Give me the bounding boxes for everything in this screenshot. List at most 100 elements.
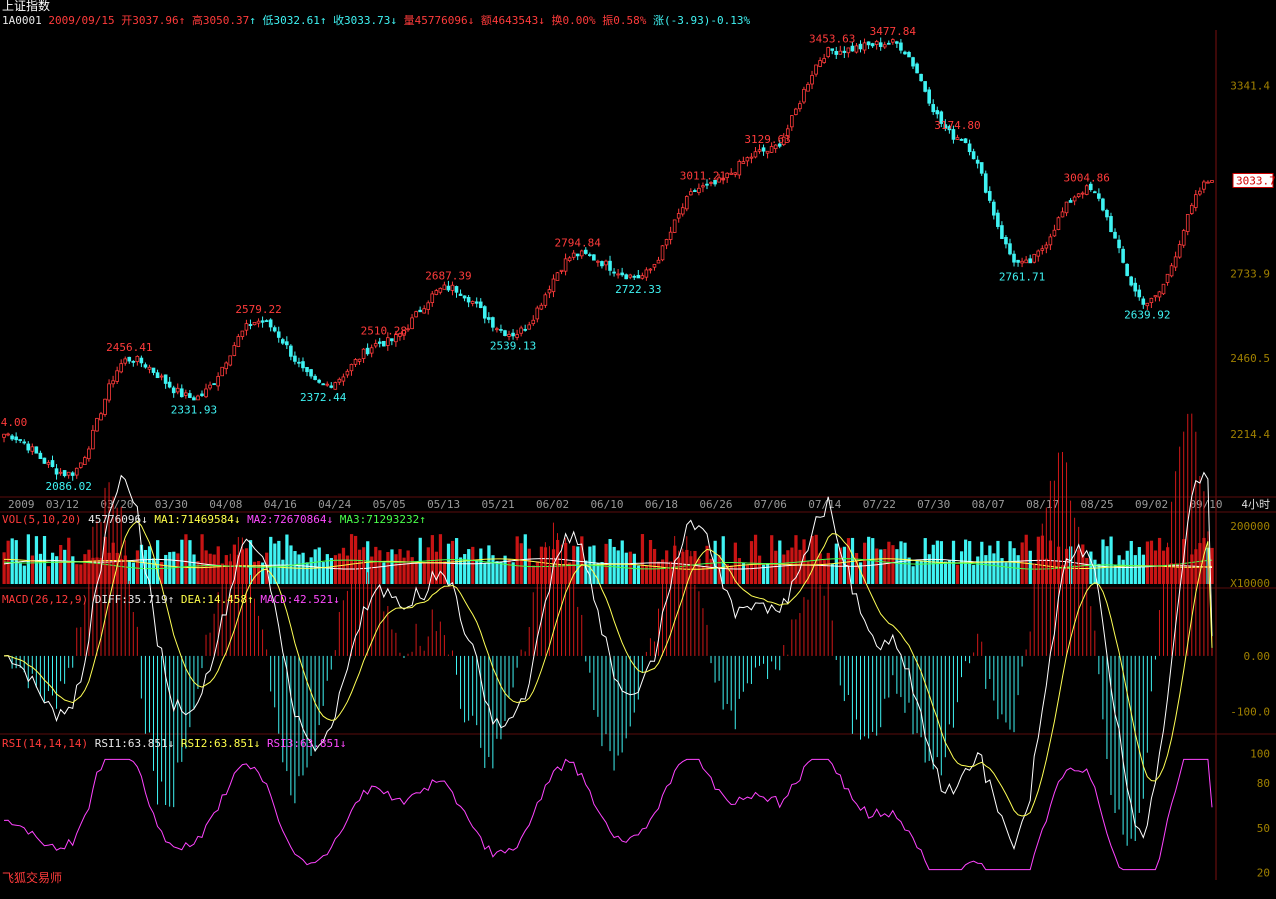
candle-body [349, 364, 354, 372]
volume-bar [281, 559, 285, 584]
volume-bar [321, 562, 325, 584]
candle-body [951, 129, 956, 140]
candle-body [781, 136, 786, 145]
macd-y-tick: 0.00 [1244, 650, 1271, 663]
candle-body [91, 429, 95, 450]
x-axis-tick: 04/08 [209, 498, 242, 511]
volume-bar [640, 534, 645, 584]
candle-body [14, 436, 18, 441]
candle-body [947, 126, 952, 131]
candle-body [709, 182, 713, 184]
candle-body [854, 45, 859, 53]
volume-bar [442, 561, 447, 584]
x-axis-tick: 05/13 [427, 498, 460, 511]
volume-bar [285, 534, 289, 584]
volume-bar [1210, 547, 1214, 584]
candle-body [325, 383, 330, 386]
rsi-y-tick: 80 [1257, 777, 1270, 790]
volume-bar [830, 564, 834, 584]
candle-body [353, 359, 358, 365]
candle-body [737, 161, 742, 176]
candle-body [571, 252, 576, 258]
volume-bar [927, 554, 931, 584]
candle-body [919, 73, 923, 82]
candle-body [422, 308, 426, 314]
candle-body [850, 45, 855, 52]
volume-bar [422, 562, 426, 584]
candle-body [1084, 185, 1089, 195]
vol-unit-label: X10000 [1230, 577, 1270, 590]
quote-high: 高3050.37 [191, 14, 250, 27]
volume-bar [992, 553, 996, 584]
candle-body [252, 322, 257, 326]
volume-bar [1153, 550, 1158, 584]
candle-body [1052, 229, 1057, 237]
candle-body [119, 363, 123, 373]
volume-bar [854, 553, 859, 584]
candle-body [1194, 194, 1198, 208]
candle-body [442, 284, 447, 290]
x-axis-tick: 09/10 [1189, 498, 1222, 511]
volume-bar [976, 556, 980, 584]
candle-body [208, 384, 212, 389]
volume-bar [467, 549, 471, 584]
x-axis-tick: 04/16 [264, 498, 297, 511]
candle-body [10, 435, 14, 440]
rsi-header: RSI(14,14,14) RSI1:63.851↓ RSI2:63.851↓ … [2, 737, 346, 750]
candle-body [341, 376, 346, 382]
vol-header: VOL(5,10,20) 45776096↓ MA1:71469584↓ MA2… [2, 513, 426, 526]
volume-bar [891, 545, 895, 584]
vol-ma2-line [4, 558, 1213, 570]
volume-bar [568, 562, 572, 584]
candle-body [1028, 258, 1032, 264]
candle-body [1093, 191, 1097, 194]
volume-bar [1000, 558, 1004, 584]
rsi-label: RSI(14,14,14) [2, 737, 89, 750]
candle-body [632, 275, 637, 278]
price-y-tick: 3341.4 [1230, 79, 1270, 92]
candle-body [729, 172, 734, 175]
candle-body [567, 257, 572, 262]
candle-body [1056, 217, 1061, 230]
vol-ma3: MA3:71293232↑ [339, 513, 426, 526]
candle-body [394, 334, 398, 343]
volume-bar [875, 548, 879, 584]
candle-body [701, 185, 705, 188]
volume-bar [519, 543, 523, 584]
candle-body [470, 301, 475, 304]
price-annotation: 2214.00 [0, 416, 27, 429]
candle-body [123, 358, 128, 364]
volume-bar [224, 555, 228, 584]
candle-body [721, 177, 725, 181]
candle-body [987, 191, 992, 201]
volume-bar [834, 543, 838, 584]
candle-body [482, 306, 487, 319]
candle-body [543, 294, 548, 306]
volume-bar [749, 541, 754, 584]
volume-bar [531, 565, 535, 584]
quote-open: 开3037.96 [121, 14, 179, 27]
x-axis-tick: 09/02 [1135, 498, 1168, 511]
candle-body [212, 383, 216, 386]
candle-body [373, 343, 378, 347]
candle-body [644, 269, 649, 278]
price-annotation: 3453.63 [809, 33, 855, 46]
candle-body [95, 417, 99, 432]
candle-body [365, 347, 370, 355]
candle-body [886, 42, 891, 45]
x-axis-tick: 08/07 [972, 498, 1005, 511]
volume-bar [430, 535, 434, 584]
price-annotation: 2456.41 [106, 341, 152, 354]
volume-bar [196, 561, 200, 584]
candle-body [478, 301, 483, 309]
macd-dea-line [3, 520, 1213, 817]
x-axis-tick: 05/05 [373, 498, 406, 511]
volume-bar [1117, 555, 1121, 584]
volume-bar [252, 561, 257, 584]
vol-value: 45776096↓ [88, 513, 148, 526]
candle-body [147, 366, 152, 370]
volume-bar [883, 549, 887, 584]
candle-body [1105, 209, 1109, 218]
volume-bar [30, 555, 35, 584]
